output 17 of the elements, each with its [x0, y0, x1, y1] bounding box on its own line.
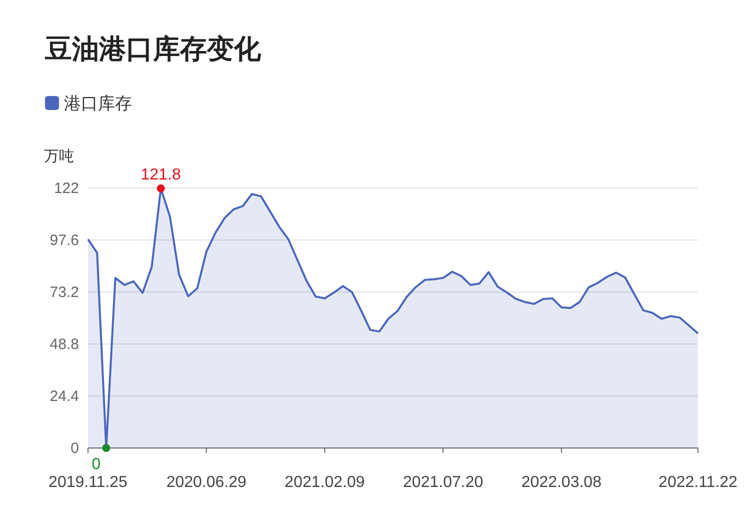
data-label: 0 — [92, 456, 101, 473]
x-tick-label: 2021.07.20 — [403, 474, 484, 491]
y-tick-label: 97.6 — [50, 232, 79, 249]
x-tick-label: 2022.11.22 — [658, 474, 738, 491]
y-tick-label: 122 — [54, 180, 79, 197]
x-tick-label: 2020.06.29 — [166, 474, 246, 491]
x-tick-label: 2022.03.08 — [521, 474, 602, 491]
x-tick-label: 2021.02.09 — [284, 474, 365, 491]
x-tick-label: 2019.11.25 — [48, 474, 128, 491]
y-tick-label: 48.8 — [50, 336, 79, 353]
y-tick-label: 0 — [70, 440, 79, 457]
y-tick-label: 73.2 — [50, 284, 79, 301]
y-axis-title: 万吨 — [44, 148, 74, 165]
chart-title: 豆油港口库存变化 — [44, 34, 262, 64]
legend-label: 港口库存 — [64, 94, 132, 113]
data-label: 121.8 — [140, 166, 181, 184]
y-tick-label: 24.4 — [50, 388, 79, 405]
